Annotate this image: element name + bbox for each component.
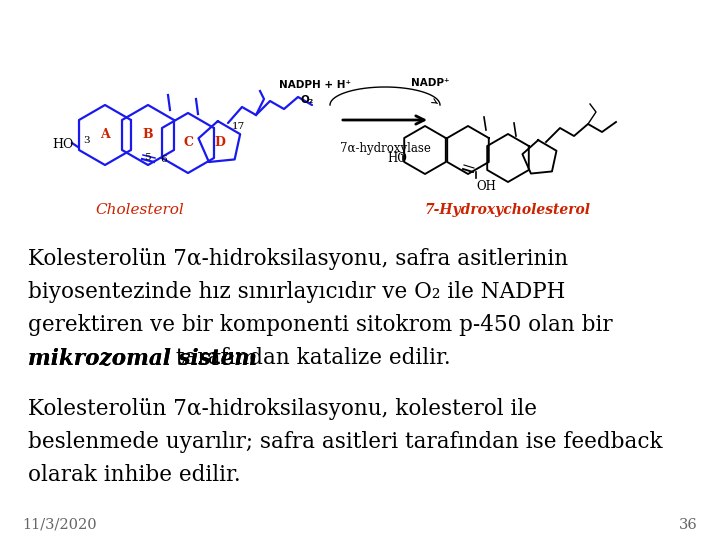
Text: gerektiren ve bir komponenti sitokrom p-450 olan bir: gerektiren ve bir komponenti sitokrom p-… — [28, 314, 613, 336]
Text: HO: HO — [387, 152, 407, 165]
Text: 5: 5 — [144, 153, 150, 162]
Text: 36: 36 — [679, 518, 698, 532]
Text: mikrozomal sistem: mikrozomal sistem — [28, 347, 257, 369]
Text: Kolesterolün 7α-hidroksilasyonu, safra asitlerinin: Kolesterolün 7α-hidroksilasyonu, safra a… — [28, 248, 568, 270]
Text: Cholesterol: Cholesterol — [96, 203, 184, 217]
Text: O₂: O₂ — [300, 95, 314, 105]
Text: 11/3/2020: 11/3/2020 — [22, 518, 96, 532]
Text: 3: 3 — [83, 136, 89, 145]
Text: NADPH + H⁺: NADPH + H⁺ — [279, 80, 351, 90]
Text: D: D — [215, 137, 225, 150]
Text: 7-Hydroxycholesterol: 7-Hydroxycholesterol — [425, 203, 591, 217]
Text: OH: OH — [476, 180, 496, 193]
Text: A: A — [100, 129, 110, 141]
Text: biyosentezinde hız sınırlayıcıdır ve O₂ ile NADPH: biyosentezinde hız sınırlayıcıdır ve O₂ … — [28, 281, 565, 303]
Text: C: C — [183, 137, 193, 150]
Text: 17: 17 — [232, 122, 246, 131]
Text: tarafından katalize edilir.: tarafından katalize edilir. — [169, 347, 451, 369]
Text: 7α-hydroxylase: 7α-hydroxylase — [340, 142, 431, 155]
Text: B: B — [143, 129, 153, 141]
Text: mikrozomal sistem: mikrozomal sistem — [28, 347, 257, 369]
Text: NADP⁺: NADP⁺ — [410, 78, 449, 88]
Text: olarak inhibe edilir.: olarak inhibe edilir. — [28, 464, 240, 486]
Text: Kolesterolün 7α-hidroksilasyonu, kolesterol ile: Kolesterolün 7α-hidroksilasyonu, koleste… — [28, 398, 537, 420]
Text: 6: 6 — [160, 155, 166, 164]
Text: HO: HO — [52, 138, 73, 152]
Text: beslenmede uyarılır; safra asitleri tarafından ise feedback: beslenmede uyarılır; safra asitleri tara… — [28, 431, 662, 453]
